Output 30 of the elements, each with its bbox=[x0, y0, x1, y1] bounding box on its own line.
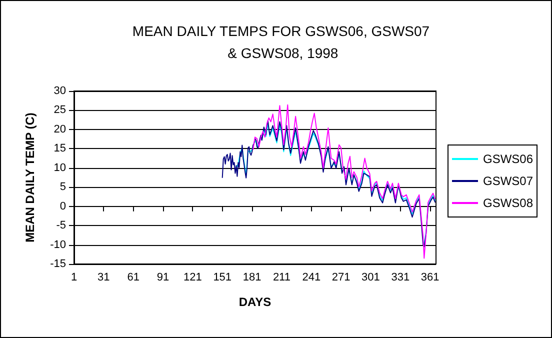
legend-label: GSWS08 bbox=[483, 196, 534, 210]
x-tick-label: 271 bbox=[332, 272, 350, 284]
y-tick-label: -10 bbox=[50, 238, 66, 251]
x-axis-title: DAYS bbox=[238, 295, 272, 309]
y-tick-label: 25 bbox=[54, 104, 66, 116]
y-tick-label: 20 bbox=[54, 123, 66, 136]
y-tick-label: 30 bbox=[54, 85, 66, 97]
legend-label: GSWS06 bbox=[483, 152, 534, 166]
x-tick-label: 301 bbox=[362, 272, 380, 284]
x-tick-label: 211 bbox=[272, 272, 290, 284]
x-tick-label: 181 bbox=[242, 272, 262, 284]
x-tick-label: 331 bbox=[391, 272, 410, 284]
y-tick-label: 5 bbox=[60, 181, 66, 194]
x-tick-label: 91 bbox=[156, 272, 170, 284]
x-tick-label: 241 bbox=[302, 272, 321, 284]
x-tick-label: 61 bbox=[127, 272, 140, 284]
x-tick-label: 31 bbox=[98, 272, 110, 284]
y-tick-label: -15 bbox=[50, 258, 66, 270]
y-tick-label: 15 bbox=[54, 142, 66, 155]
y-tick-label: 0 bbox=[60, 200, 66, 212]
x-tick-label: 1 bbox=[70, 272, 78, 284]
legend-label: GSWS07 bbox=[483, 174, 534, 188]
y-tick-label: -5 bbox=[56, 220, 66, 232]
x-tick-label: 151 bbox=[213, 272, 232, 284]
y-axis-title: MEAN DAILY TEMP (C) bbox=[23, 112, 37, 242]
x-tick-label: 121 bbox=[184, 272, 202, 284]
x-tick-label: 361 bbox=[420, 272, 440, 284]
y-tick-label: 10 bbox=[54, 162, 66, 174]
line-series bbox=[252, 104, 436, 259]
chart-title: MEAN DAILY TEMPS FOR GSWS06, GSWS07 & GSWS08, 1998 bbox=[132, 23, 430, 61]
